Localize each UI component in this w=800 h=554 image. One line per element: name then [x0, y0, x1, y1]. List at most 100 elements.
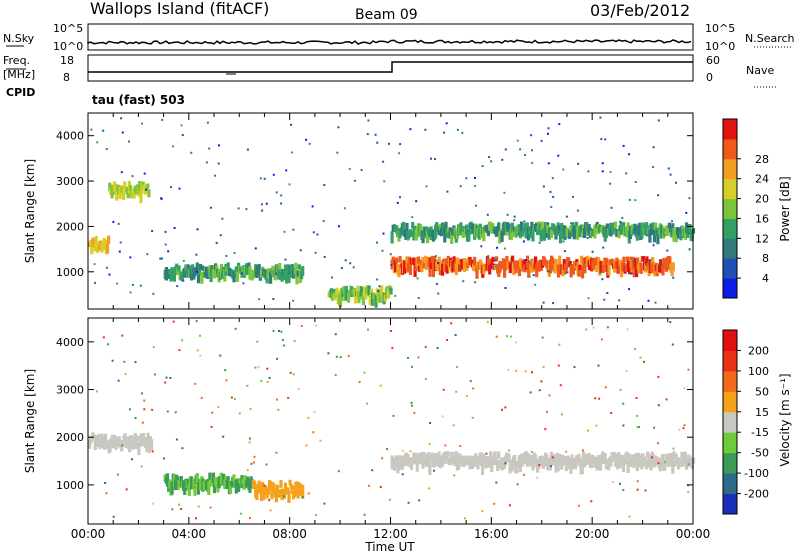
heatmap-cell: [132, 188, 136, 199]
heatmap-cell: [566, 271, 569, 274]
heatmap-cell: [205, 161, 208, 164]
heatmap-cell: [529, 264, 533, 273]
date-label: 03/Feb/2012: [590, 1, 690, 20]
heatmap-cell: [683, 424, 686, 427]
heatmap-cell: [230, 396, 233, 399]
heatmap-cell: [285, 169, 288, 172]
heatmap-cell: [452, 256, 456, 263]
heatmap-cell: [672, 451, 676, 464]
heatmap-cell: [427, 256, 431, 267]
heatmap-cell: [93, 243, 97, 252]
heatmap-cell: [428, 442, 431, 445]
heatmap-cell: [645, 256, 649, 266]
y-tick-label: 3000: [56, 175, 84, 188]
y-tick-label: 1000: [56, 266, 84, 279]
heatmap-cell: [643, 457, 647, 463]
heatmap-cell: [538, 241, 541, 244]
heatmap-cell: [388, 498, 391, 501]
colorbar-segment: [723, 330, 737, 351]
heatmap-cell: [412, 257, 416, 265]
heatmap-cell: [568, 261, 572, 267]
heatmap-cell: [228, 481, 233, 494]
heatmap-cell: [443, 131, 446, 134]
power-y-label: Slant Range [km]: [23, 159, 37, 263]
heatmap-cell: [348, 167, 351, 170]
heatmap-cell: [234, 266, 238, 275]
heatmap-cell: [644, 260, 648, 273]
heatmap-cell: [593, 257, 597, 270]
heatmap-cell: [410, 461, 414, 470]
heatmap-cell: [598, 397, 601, 400]
heatmap-cell: [622, 460, 626, 473]
heatmap-cell: [572, 195, 574, 198]
heatmap-cell: [382, 232, 385, 235]
heatmap-cell: [524, 259, 527, 261]
heatmap-cell: [429, 257, 433, 270]
heatmap-cell: [180, 124, 183, 127]
heatmap-cell: [407, 356, 409, 359]
heatmap-cell: [562, 240, 565, 243]
heatmap-cell: [376, 141, 379, 144]
heatmap-cell: [422, 451, 426, 457]
heatmap-cell: [270, 486, 274, 500]
heatmap-cell: [211, 411, 214, 414]
heatmap-cell: [619, 388, 622, 391]
heatmap-cell: [504, 259, 508, 271]
heatmap-cell: [282, 495, 285, 498]
heatmap-cell: [224, 369, 227, 372]
heatmap-cell: [105, 492, 108, 495]
heatmap-cell: [411, 457, 415, 464]
heatmap-cell: [617, 260, 621, 274]
heatmap-cell: [105, 266, 108, 269]
heatmap-cell: [366, 402, 368, 405]
heatmap-cell: [371, 469, 374, 472]
heatmap-cell: [178, 503, 181, 506]
heatmap-cell: [394, 294, 397, 297]
heatmap-cell: [105, 242, 110, 254]
heatmap-cell: [547, 222, 549, 225]
heatmap-cell: [628, 288, 631, 291]
heatmap-cell: [405, 222, 409, 235]
heatmap-cell: [495, 481, 498, 484]
heatmap-cell: [688, 248, 691, 251]
heatmap-cell: [551, 456, 554, 459]
heatmap-cell: [323, 184, 326, 186]
heatmap-cell: [269, 271, 273, 284]
heatmap-cell: [389, 253, 392, 256]
heatmap-cell: [619, 220, 622, 223]
heatmap-cell: [597, 257, 601, 270]
heatmap-cell: [260, 380, 263, 382]
heatmap-cell: [534, 283, 537, 286]
heatmap-cell: [255, 487, 259, 500]
heatmap-cell: [403, 260, 407, 274]
heatmap-cell: [544, 221, 548, 234]
colorbar-segment: [723, 391, 737, 413]
heatmap-cell: [322, 220, 325, 223]
heatmap-cell: [240, 271, 244, 278]
heatmap-cell: [481, 461, 485, 475]
heatmap-cell: [627, 453, 631, 460]
heatmap-cell: [126, 190, 130, 199]
heatmap-cell: [615, 257, 619, 266]
heatmap-cell: [396, 201, 399, 204]
cbar-tick-label: 8: [762, 252, 769, 265]
velocity-y-label: Slant Range [km]: [23, 369, 37, 473]
heatmap-cell: [631, 256, 635, 270]
heatmap-cell: [504, 287, 507, 289]
heatmap-cell: [607, 460, 611, 471]
heatmap-cell: [173, 479, 178, 491]
heatmap-cell: [557, 154, 560, 157]
heatmap-cell: [507, 369, 510, 371]
heatmap-cell: [687, 490, 690, 493]
heatmap-cell: [661, 264, 665, 276]
sky-tick-bottom: 10^0: [53, 40, 83, 53]
heatmap-cell: [459, 222, 463, 234]
heatmap-cell: [604, 138, 607, 141]
heatmap-cell: [465, 177, 468, 180]
heatmap-cell: [531, 229, 535, 242]
heatmap-cell: [137, 442, 141, 456]
heatmap-cell: [363, 371, 366, 374]
heatmap-cell: [253, 480, 257, 489]
heatmap-cell: [556, 458, 560, 472]
heatmap-cell: [413, 411, 416, 414]
